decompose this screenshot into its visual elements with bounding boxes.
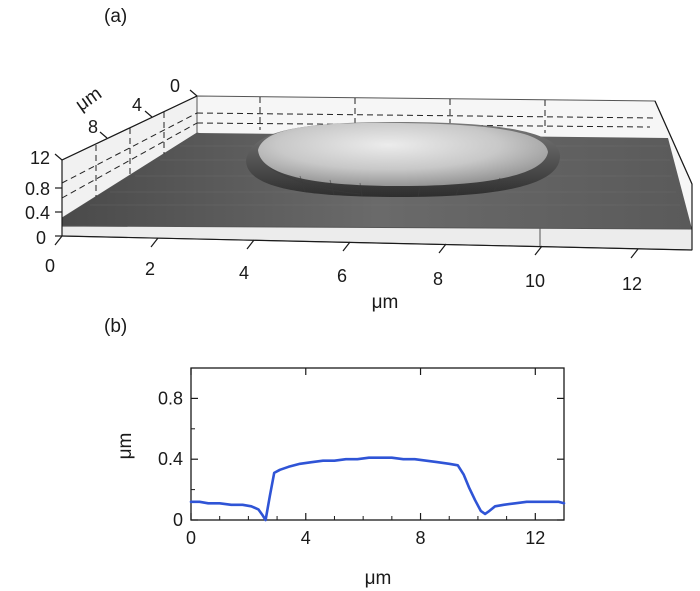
x-tick-label: 4 (301, 528, 311, 548)
y-tick-label: 8 (88, 117, 98, 137)
panel-a-label: (a) (104, 6, 127, 27)
x-tick-label: 0 (45, 256, 55, 276)
panel-b: (b) 0 4 8 12 0 0.4 0.8 μm μm (104, 316, 566, 589)
axes-3d (61, 95, 693, 251)
tick-labels: 0 4 8 12 0 0.4 0.8 (158, 388, 545, 548)
guide-lines (61, 97, 656, 199)
z-tick-labels: 0 0.4 0.8 (25, 179, 50, 248)
x-tick-label: 2 (145, 259, 155, 279)
y-tick-label: 0 (170, 76, 180, 96)
profile-series-line (189, 456, 566, 522)
y-tick-label: 12 (30, 148, 50, 168)
z-tick-marks (55, 187, 62, 237)
panel-b-label: (b) (104, 316, 127, 337)
z-tick-label: 0.8 (25, 179, 50, 199)
y-tick-marks (54, 89, 198, 161)
y-tick-label: 0.8 (158, 388, 183, 408)
x-tick-label: 8 (416, 528, 426, 548)
tick-marks (190, 368, 565, 521)
plot-frame (190, 367, 565, 521)
z-tick-label: 0.4 (25, 203, 50, 223)
x-axis-label: μm (365, 568, 392, 589)
y-tick-label: 0.4 (158, 449, 183, 469)
x-tick-marks (54, 235, 639, 259)
x-axis-label: μm (372, 292, 399, 313)
x-tick-label: 10 (525, 271, 545, 291)
y-axis-label: μm (72, 83, 106, 116)
x-tick-label: 12 (525, 528, 545, 548)
y-tick-label: 0 (173, 510, 183, 530)
z-tick-label: 0 (36, 228, 46, 248)
y-axis-label: μm (115, 433, 136, 460)
x-tick-labels: 0 2 4 6 8 10 12 (45, 256, 642, 294)
dome-top (258, 122, 548, 186)
dome-folds (269, 167, 501, 198)
x-tick-label: 4 (239, 263, 249, 283)
panel-a: (a) (25, 6, 693, 313)
x-tick-label: 8 (433, 269, 443, 289)
y-tick-labels: 0 4 8 12 (30, 76, 180, 168)
x-tick-label: 0 (186, 528, 196, 548)
x-tick-label: 12 (622, 274, 642, 294)
x-tick-label: 6 (337, 266, 347, 286)
y-tick-label: 4 (132, 95, 142, 115)
